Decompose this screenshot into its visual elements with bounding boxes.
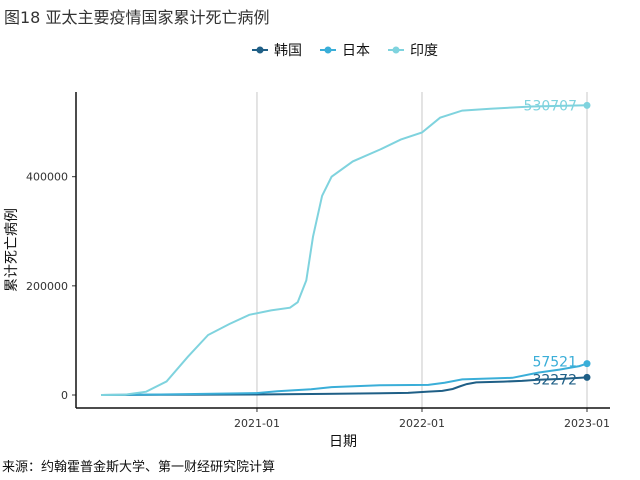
- end-point-印度: [583, 101, 591, 109]
- legend: 韩国 日本 印度: [252, 43, 438, 59]
- legend-key-marker: [392, 46, 400, 54]
- chart-title: 图18 亚太主要疫情国家累计死亡病例: [4, 8, 270, 27]
- legend-label: 日本: [342, 43, 370, 59]
- legend-key-marker: [256, 46, 264, 54]
- end-label-印度: 530707: [524, 98, 577, 114]
- x-axis-title: 日期: [329, 434, 357, 450]
- y-tick-label: 0: [61, 389, 68, 402]
- end-label-韩国: 32272: [532, 372, 577, 388]
- end-label-日本: 57521: [532, 355, 577, 371]
- end-point-韩国: [583, 373, 591, 381]
- x-tick-label: 2023-01: [564, 417, 610, 430]
- source-note: 来源：约翰霍普金斯大学、第一财经研究院计算: [2, 460, 276, 475]
- y-tick-label: 200000: [26, 280, 68, 293]
- axes: 2021-01 2022-01 2023-01 0 200000 400000 日期 累计死亡…: [4, 92, 610, 450]
- y-tick-label: 400000: [26, 171, 68, 184]
- series-line-印度: [100, 104, 588, 396]
- legend-label: 印度: [410, 43, 438, 59]
- series-group: [100, 101, 591, 396]
- x-tick-label: 2022-01: [399, 417, 445, 430]
- series-line-韩国: [100, 376, 588, 396]
- end-point-日本: [583, 360, 591, 368]
- legend-label: 韩国: [274, 43, 302, 59]
- series-line-日本: [100, 362, 588, 396]
- y-axis-title: 累计死亡病例: [4, 208, 20, 292]
- legend-key-marker: [324, 46, 332, 54]
- gridlines: [256, 92, 588, 408]
- x-tick-label: 2021-01: [234, 417, 280, 430]
